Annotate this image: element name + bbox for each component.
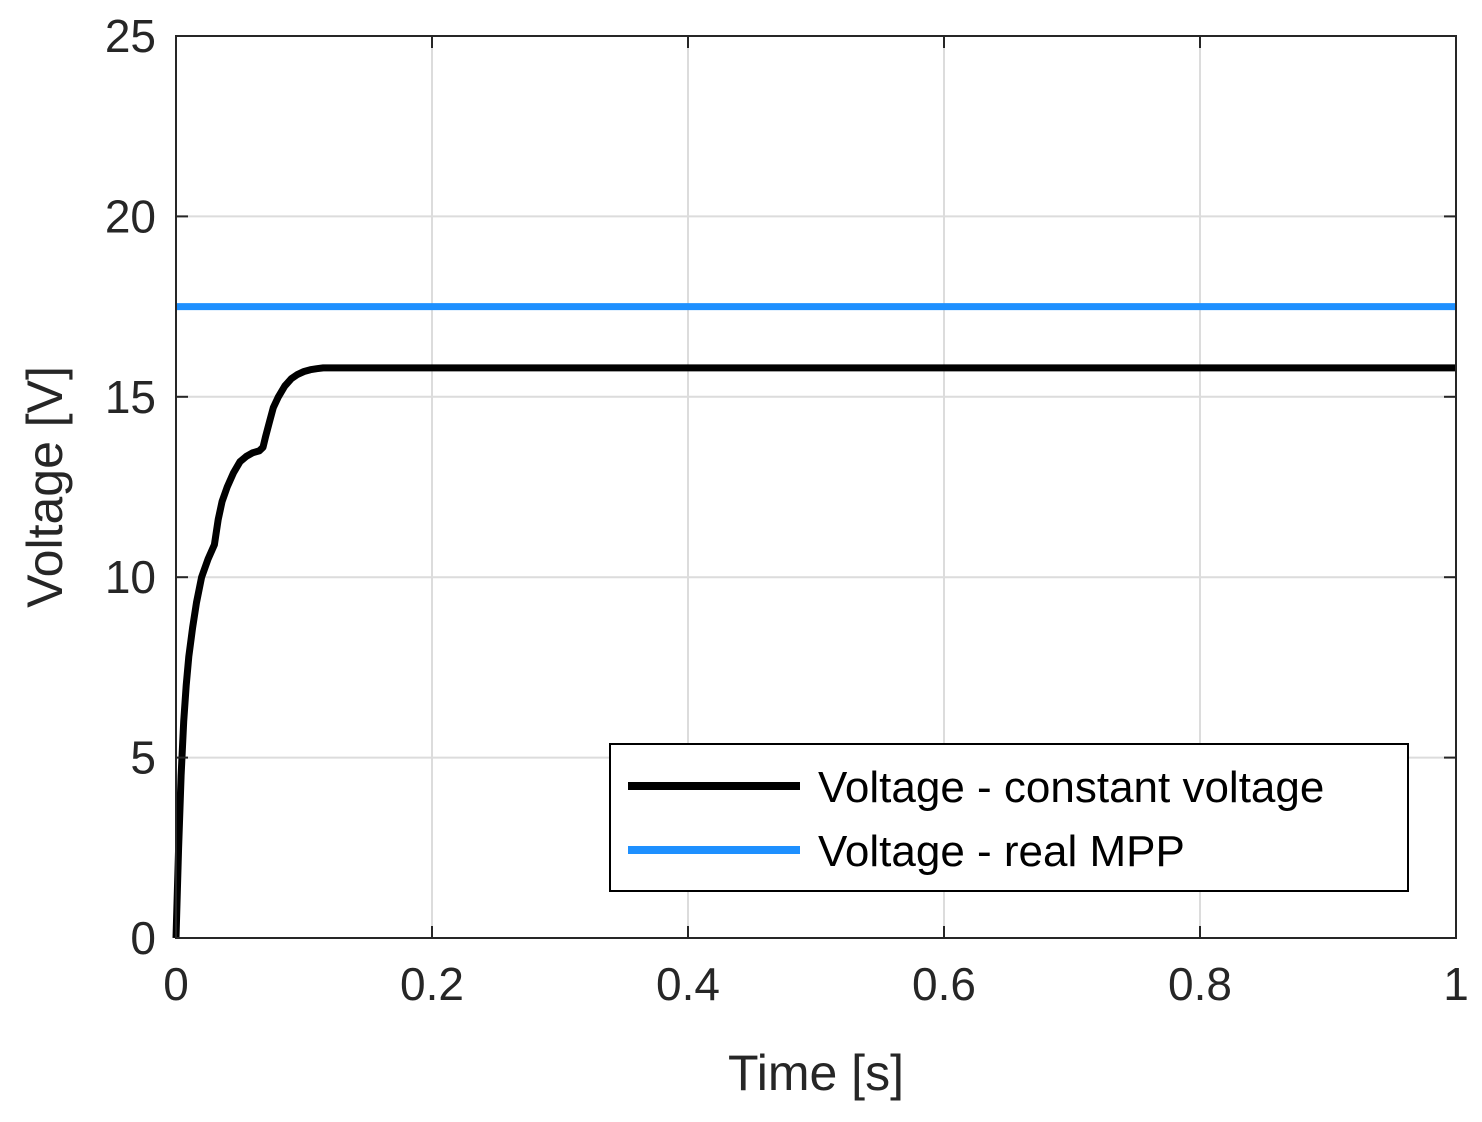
- legend-label-real-mpp: Voltage - real MPP: [818, 827, 1185, 876]
- y-tick-label: 0: [130, 912, 156, 964]
- x-tick-label: 0.4: [656, 958, 720, 1010]
- y-axis-label: Voltage [V]: [17, 366, 73, 608]
- legend-label-constant-voltage: Voltage - constant voltage: [818, 763, 1324, 812]
- y-tick-label: 5: [130, 732, 156, 784]
- x-axis-label: Time [s]: [728, 1045, 904, 1101]
- x-tick-label: 0.8: [1168, 958, 1232, 1010]
- legend: Voltage - constant voltage Voltage - rea…: [609, 743, 1409, 892]
- x-tick-label: 1: [1443, 958, 1469, 1010]
- y-tick-label: 10: [105, 551, 156, 603]
- series-layer: [172, 303, 1456, 939]
- y-tick-label: 25: [105, 10, 156, 62]
- series-line-constant-voltage: [172, 364, 1456, 939]
- x-tick-label: 0.2: [400, 958, 464, 1010]
- x-tick-label: 0: [163, 958, 189, 1010]
- x-tick-label: 0.6: [912, 958, 976, 1010]
- y-tick-label: 15: [105, 371, 156, 423]
- y-tick-label: 20: [105, 190, 156, 242]
- plot-frame: [175, 35, 1457, 939]
- legend-box: [609, 743, 1409, 892]
